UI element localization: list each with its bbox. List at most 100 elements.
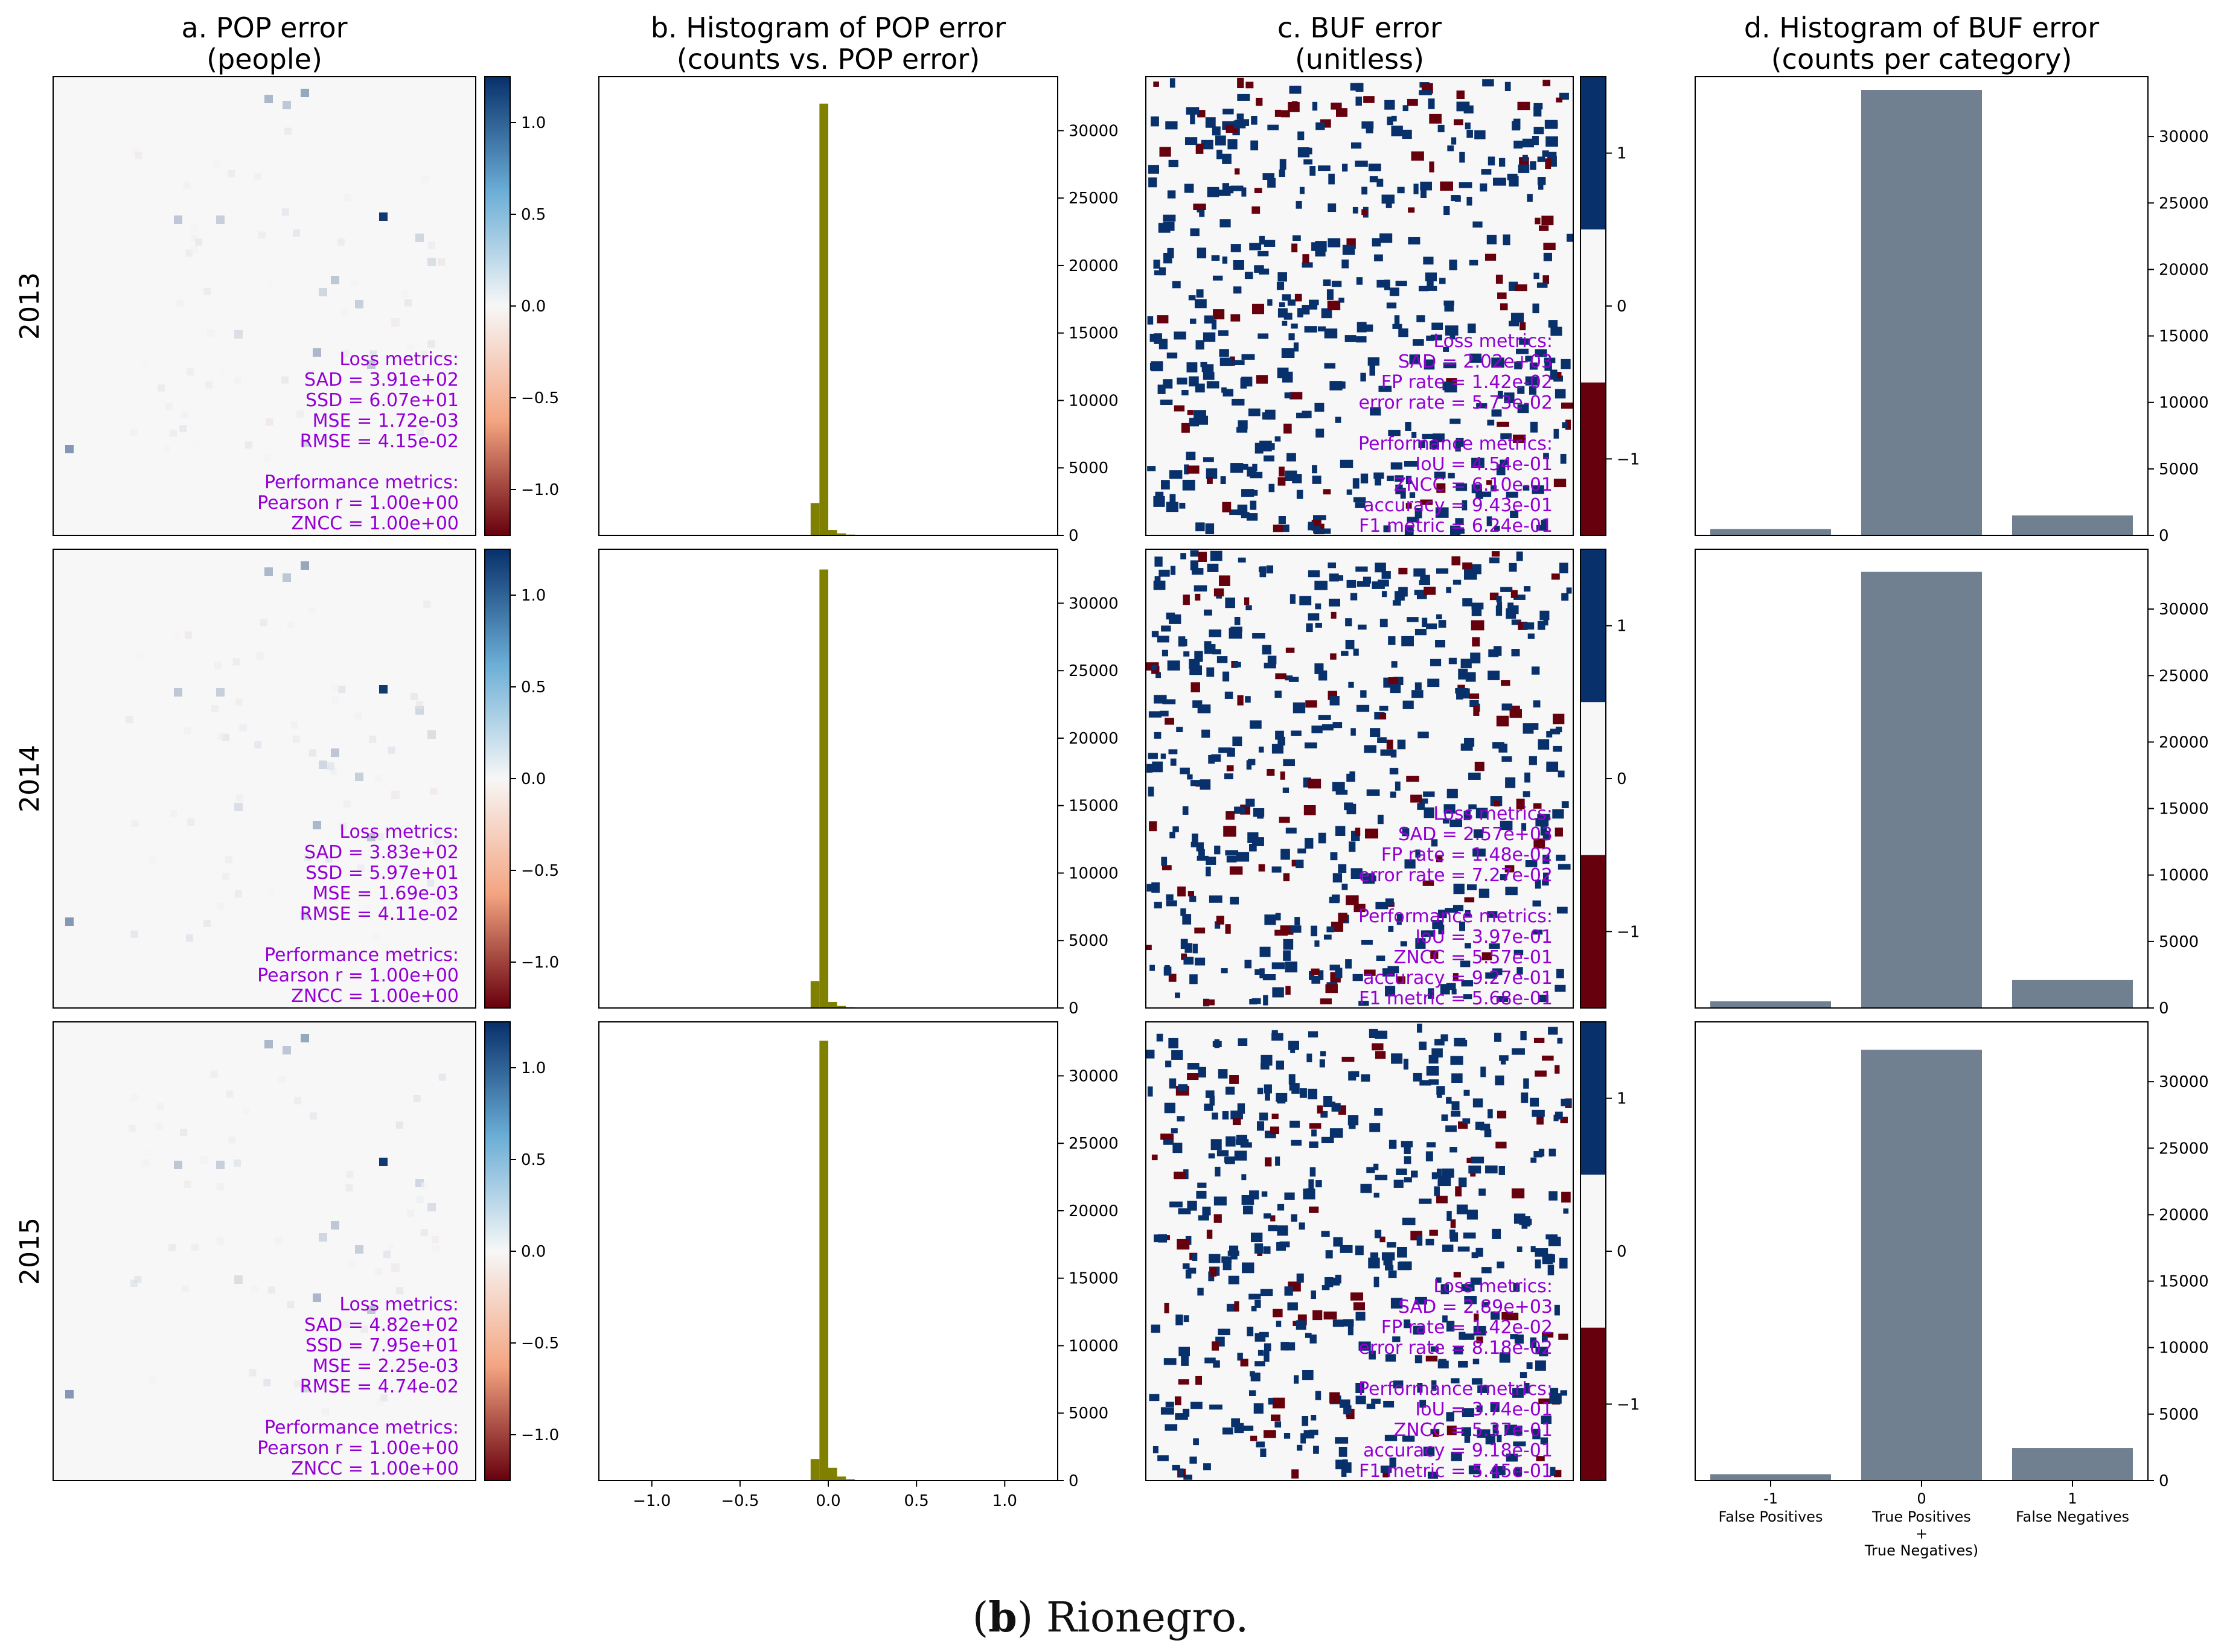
buf-error-cell [1264,1343,1271,1351]
buf-error-cell [1480,183,1488,192]
buf-error-cell [1400,488,1406,499]
buf-error-cell [1346,895,1359,905]
buf-error-cell [1392,600,1401,606]
buf-colorbar-bin [1580,77,1606,230]
x-tick-label: 0.0 [816,1492,840,1510]
buf-error-cell [1521,1092,1529,1103]
buf-error-cell [1423,791,1435,797]
buf-error-cell [1361,940,1373,945]
pop-error-cell [130,429,138,436]
buf-error-cell [1254,1333,1266,1342]
buf-error-cell [1449,1147,1457,1153]
buf-error-cell [1233,286,1242,294]
buf-error-cell [1165,1060,1172,1068]
buf-error-cell [1375,478,1381,486]
buf-error-cell [1553,713,1565,724]
buf-error-cell [1256,1121,1265,1131]
buf-error-cell [1557,1038,1563,1044]
buf-error-cell [1490,1402,1500,1412]
pop-error-cell [432,1236,439,1243]
buf-map-frame [1145,1021,1574,1481]
y-tick-label: 15000 [1069,797,1119,815]
buf-error-cell [1442,1244,1454,1252]
pop-error-cell [267,1286,275,1294]
performance-metric: IoU = 4.54e-01 [1415,454,1553,475]
histogram-bar [810,981,820,1008]
pop-error-cell [176,299,184,307]
x-tick-label: 1 [2068,1490,2077,1507]
buf-error-cell [1376,955,1385,962]
buf-error-cell [1325,1250,1333,1258]
buf-error-cell [1151,1154,1158,1161]
pop-error-cell [242,284,250,292]
buf-error-cell [1464,569,1477,580]
buf-error-cell [1263,995,1268,1006]
buf-error-cell [1419,90,1432,95]
buf-error-cell [1225,850,1239,856]
buf-error-cell [1437,910,1447,919]
buf-error-cell [1438,620,1446,628]
buf-error-cell [1442,818,1449,824]
buf-error-cell [1525,356,1532,362]
buf-error-cell [1413,1073,1422,1082]
pop-error-cell [264,95,273,103]
buf-error-cell [1364,324,1373,332]
buf-error-cell [1181,953,1187,960]
buf-error-cell [1194,299,1207,308]
buf-error-cell [1397,1246,1407,1258]
pop-error-map [53,77,476,535]
pop-error-cell [391,791,400,799]
buf-error-cell [1350,1292,1364,1301]
buf-error-cell [1512,121,1521,131]
buf-histogram-frame [1695,549,2149,1009]
buf-error-cell [1356,277,1363,285]
buf-error-cell [1317,1105,1323,1114]
buf-error-cell [1465,943,1471,949]
buf-error-cell [1375,1175,1388,1181]
buf-error-cell [1256,1441,1265,1448]
category-bar [2012,515,2133,535]
buf-error-cell [1513,1283,1520,1292]
buf-error-cell [1252,464,1258,471]
buf-error-cell [1485,1165,1498,1174]
buf-error-cell [1332,1319,1344,1327]
buf-error-cell [1273,525,1283,532]
buf-error-cell [1510,313,1524,323]
pop-error-cell [205,381,213,389]
buf-error-cell [1511,619,1521,625]
buf-error-cell [1496,464,1506,476]
buf-error-cell [1163,1358,1177,1365]
buf-error-cell [1380,749,1394,756]
buf-error-cell [1257,808,1264,819]
buf-error-cell [1529,362,1538,370]
performance-metric: IoU = 3.74e-01 [1415,1399,1553,1420]
loss-metric: MSE = 2.25e-03 [313,1356,459,1377]
buf-error-cell [1311,925,1318,937]
buf-error-cell [1320,998,1332,1004]
category-label: False Negatives [2016,1508,2129,1525]
buf-error-cell [1318,165,1331,171]
buf-error-cell [1205,523,1215,535]
y-tick-label: 10000 [2159,867,2209,885]
buf-error-cell [1309,302,1318,310]
buf-error-cell [1288,101,1300,112]
buf-error-cell [1452,579,1462,585]
buf-error-cell [1466,130,1473,138]
buf-error-cell [1341,1462,1352,1473]
buf-error-cell [1234,1301,1239,1312]
buf-error-cell [1420,499,1433,505]
buf-error-cell [1553,479,1567,488]
buf-error-cell [1379,1236,1385,1243]
histogram-bar [846,1479,855,1481]
buf-error-cell [1355,1395,1366,1405]
buf-error-cell [1500,820,1513,831]
performance-metric: ZNCC = 1.00e+00 [291,1458,459,1479]
buf-error-cell [1402,700,1414,709]
x-tick-label: 0.5 [904,1492,928,1510]
buf-error-cell [1253,1403,1264,1414]
buf-error-cell [1148,177,1157,188]
buf-error-cell [1464,1435,1471,1443]
category-label: True Negatives) [1864,1542,1978,1559]
buf-error-cell [1211,319,1217,330]
buf-error-cell [1277,1204,1285,1211]
